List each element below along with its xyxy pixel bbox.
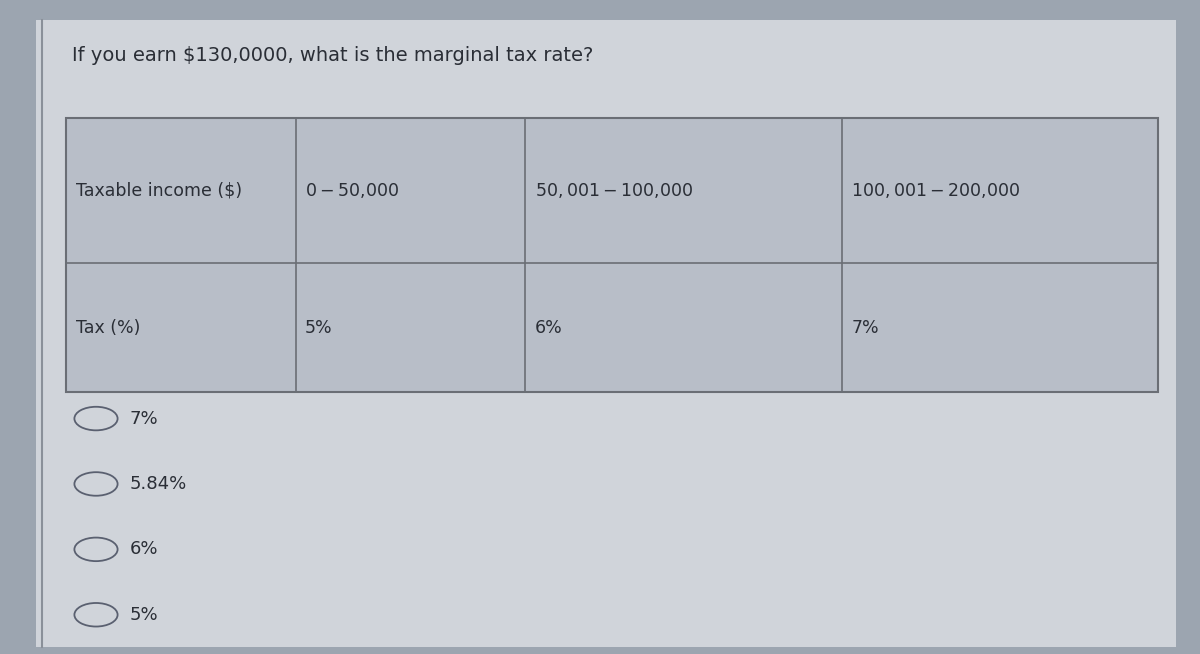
Text: $0-$50,000: $0-$50,000 — [305, 181, 400, 200]
Text: 5.84%: 5.84% — [130, 475, 187, 493]
Text: 6%: 6% — [130, 540, 158, 559]
Text: 5%: 5% — [130, 606, 158, 624]
Text: Tax (%): Tax (%) — [76, 319, 140, 337]
Text: 7%: 7% — [851, 319, 878, 337]
Text: 5%: 5% — [305, 319, 332, 337]
Text: Taxable income ($): Taxable income ($) — [76, 182, 241, 199]
Text: 7%: 7% — [130, 409, 158, 428]
Bar — [66, 118, 1158, 392]
Text: $50,001-$100,000: $50,001-$100,000 — [535, 181, 692, 200]
Text: 6%: 6% — [535, 319, 563, 337]
Text: $100,001-$200,000: $100,001-$200,000 — [851, 181, 1020, 200]
Text: If you earn $130,0000, what is the marginal tax rate?: If you earn $130,0000, what is the margi… — [72, 46, 593, 65]
